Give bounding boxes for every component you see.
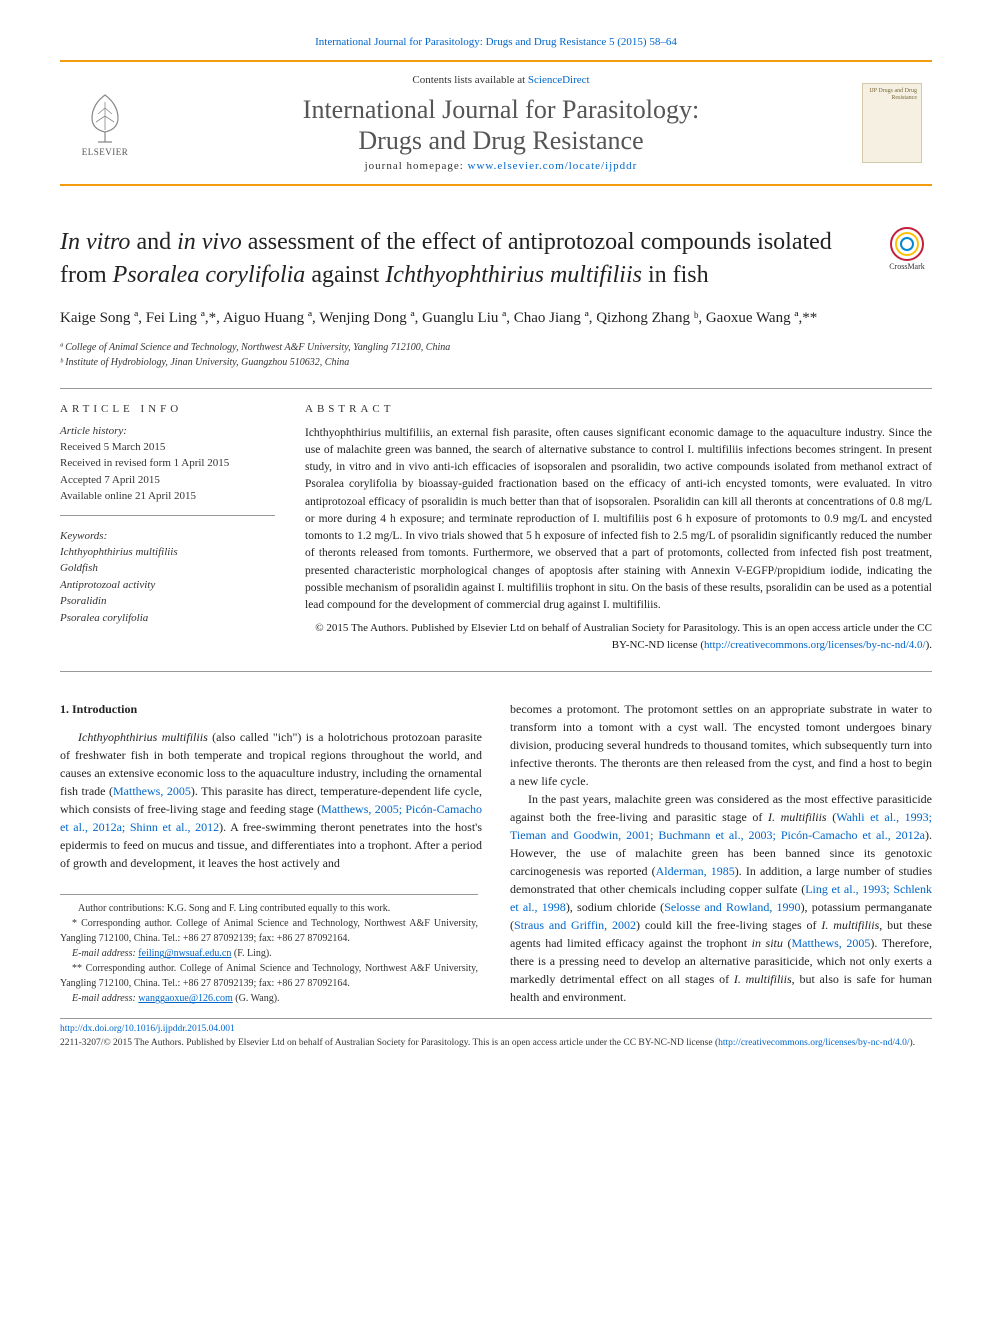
section-1-title: 1. Introduction: [60, 700, 482, 718]
title-it1: In vitro: [60, 229, 130, 255]
keywords-content: Ichthyophthirius multifiliis Goldfish An…: [60, 546, 178, 624]
affiliation-b: ᵇ Institute of Hydrobiology, Jinan Unive…: [60, 355, 932, 370]
ref-straus[interactable]: Straus and Griffin, 2002: [514, 918, 636, 932]
email1-link[interactable]: feiling@nwsuaf.edu.cn: [138, 948, 231, 959]
body-col-right: becomes a protomont. The protomont settl…: [510, 700, 932, 1006]
issn-text: 2211-3207/© 2015 The Authors. Published …: [60, 1038, 718, 1048]
email2-name: (G. Wang).: [233, 993, 280, 1004]
elsevier-tree-icon: [80, 90, 130, 145]
journal-homepage-line: journal homepage: www.elsevier.com/locat…: [140, 160, 862, 172]
keywords-text: Ichthyophthirius multifiliis Goldfish An…: [60, 544, 275, 627]
footnote-email1: E-mail address: feiling@nwsuaf.edu.cn (F…: [60, 946, 478, 961]
email1-label: E-mail address:: [72, 948, 136, 959]
footnote-corr2: ** Corresponding author. College of Anim…: [60, 961, 478, 991]
journal-header: ELSEVIER Contents lists available at Sci…: [60, 60, 932, 186]
title-it3: Psoralea corylifolia: [113, 262, 306, 288]
article-title: In vitro and in vivo assessment of the e…: [60, 226, 862, 291]
intro-p3: In the past years, malachite green was c…: [510, 790, 932, 1006]
title-t1: and: [130, 229, 177, 255]
p3-t7: ) could kill the free-living stages of: [636, 918, 821, 932]
affiliations: ª College of Animal Science and Technolo…: [60, 340, 932, 370]
footer-line: http://dx.doi.org/10.1016/j.ijpddr.2015.…: [60, 1018, 932, 1050]
intro-p2: becomes a protomont. The protomont settl…: [510, 700, 932, 790]
history-text: Received 5 March 2015 Received in revise…: [60, 439, 275, 505]
affiliation-a: ª College of Animal Science and Technolo…: [60, 340, 932, 355]
footer-end: ).: [910, 1038, 916, 1048]
crossmark-label: CrossMark: [882, 262, 932, 271]
p3-t2: (: [827, 810, 837, 824]
footnote-email2: E-mail address: wanggaoxue@126.com (G. W…: [60, 991, 478, 1006]
body-col-left: 1. Introduction Ichthyophthirius multifi…: [60, 700, 482, 1006]
divider-2: [60, 671, 932, 672]
elsevier-logo[interactable]: ELSEVIER: [70, 83, 140, 163]
footnote-contributions: Author contributions: K.G. Song and F. L…: [60, 901, 478, 916]
title-t3: against: [305, 262, 385, 288]
journal-name: International Journal for Parasitology: …: [140, 94, 862, 156]
crossmark-icon: [889, 226, 925, 262]
ref-matthews-2005[interactable]: Matthews, 2005: [113, 784, 191, 798]
journal-name-l2: Drugs and Drug Resistance: [358, 126, 643, 155]
p3-t5: ), sodium chloride (: [566, 900, 664, 914]
p1-it: Ichthyophthirius multifiliis: [78, 730, 208, 744]
elsevier-label: ELSEVIER: [82, 147, 129, 157]
divider-1: [60, 388, 932, 389]
p3-it2: I. multifiliis: [821, 918, 879, 932]
journal-name-l1: International Journal for Parasitology:: [303, 95, 699, 124]
email2-label: E-mail address:: [72, 993, 136, 1004]
p3-it3: in situ: [752, 936, 783, 950]
copyright-line: © 2015 The Authors. Published by Elsevie…: [305, 620, 932, 653]
keywords-label: Keywords:: [60, 530, 275, 542]
authors-line: Kaige Song ª, Fei Ling ª,*, Aiguo Huang …: [60, 307, 932, 330]
contents-line: Contents lists available at ScienceDirec…: [140, 74, 862, 86]
copyright-end: ).: [926, 639, 932, 651]
doi-link[interactable]: http://dx.doi.org/10.1016/j.ijpddr.2015.…: [60, 1024, 235, 1034]
ref-matthews-2[interactable]: Matthews, 2005: [791, 936, 870, 950]
title-it4: Ichthyophthirius multifiliis: [385, 262, 642, 288]
sciencedirect-link[interactable]: ScienceDirect: [528, 74, 590, 86]
cover-text: IJP Drugs and Drug Resistance: [867, 88, 917, 101]
footer-license-link[interactable]: http://creativecommons.org/licenses/by-n…: [718, 1038, 909, 1048]
intro-p1: Ichthyophthirius multifiliis (also calle…: [60, 728, 482, 872]
title-t4: in fish: [642, 262, 709, 288]
history-label: Article history:: [60, 425, 275, 437]
abstract-text: Ichthyophthirius multifiliis, an externa…: [305, 425, 932, 615]
title-it2: in vivo: [177, 229, 242, 255]
footnotes-block: Author contributions: K.G. Song and F. L…: [60, 894, 478, 1006]
p3-it1: I. multifiliis: [768, 810, 827, 824]
article-info-heading: ARTICLE INFO: [60, 403, 275, 415]
abstract-heading: ABSTRACT: [305, 403, 932, 415]
p3-it4: I. multifiliis: [734, 972, 792, 986]
email2-link[interactable]: wanggaoxue@126.com: [138, 993, 232, 1004]
email1-name: (F. Ling).: [231, 948, 271, 959]
journal-citation-top[interactable]: International Journal for Parasitology: …: [60, 36, 932, 48]
license-link[interactable]: http://creativecommons.org/licenses/by-n…: [704, 639, 926, 651]
homepage-prefix: journal homepage:: [365, 160, 468, 172]
footnote-corr1: * Corresponding author. College of Anima…: [60, 916, 478, 946]
journal-cover-thumb[interactable]: IJP Drugs and Drug Resistance: [862, 83, 922, 163]
ref-alderman[interactable]: Alderman, 1985: [656, 864, 735, 878]
contents-prefix: Contents lists available at: [412, 74, 527, 86]
homepage-link[interactable]: www.elsevier.com/locate/ijpddr: [468, 160, 638, 172]
ref-selosse[interactable]: Selosse and Rowland, 1990: [664, 900, 800, 914]
crossmark-badge[interactable]: CrossMark: [882, 226, 932, 271]
